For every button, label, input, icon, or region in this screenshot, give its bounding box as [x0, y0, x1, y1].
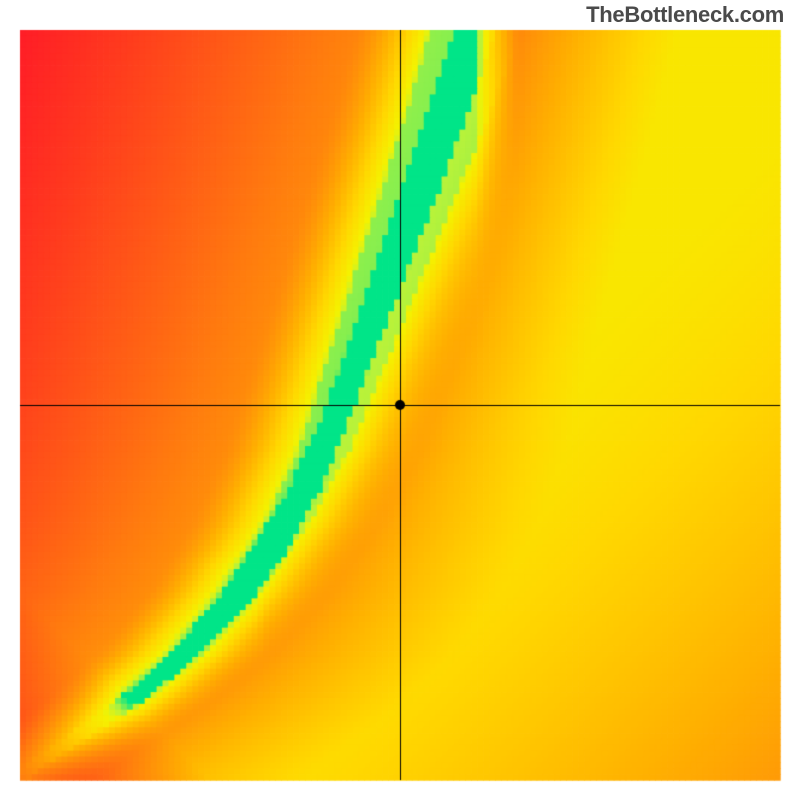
- bottleneck-heatmap: [0, 0, 800, 800]
- watermark-label: TheBottleneck.com: [586, 2, 784, 28]
- chart-container: TheBottleneck.com: [0, 0, 800, 800]
